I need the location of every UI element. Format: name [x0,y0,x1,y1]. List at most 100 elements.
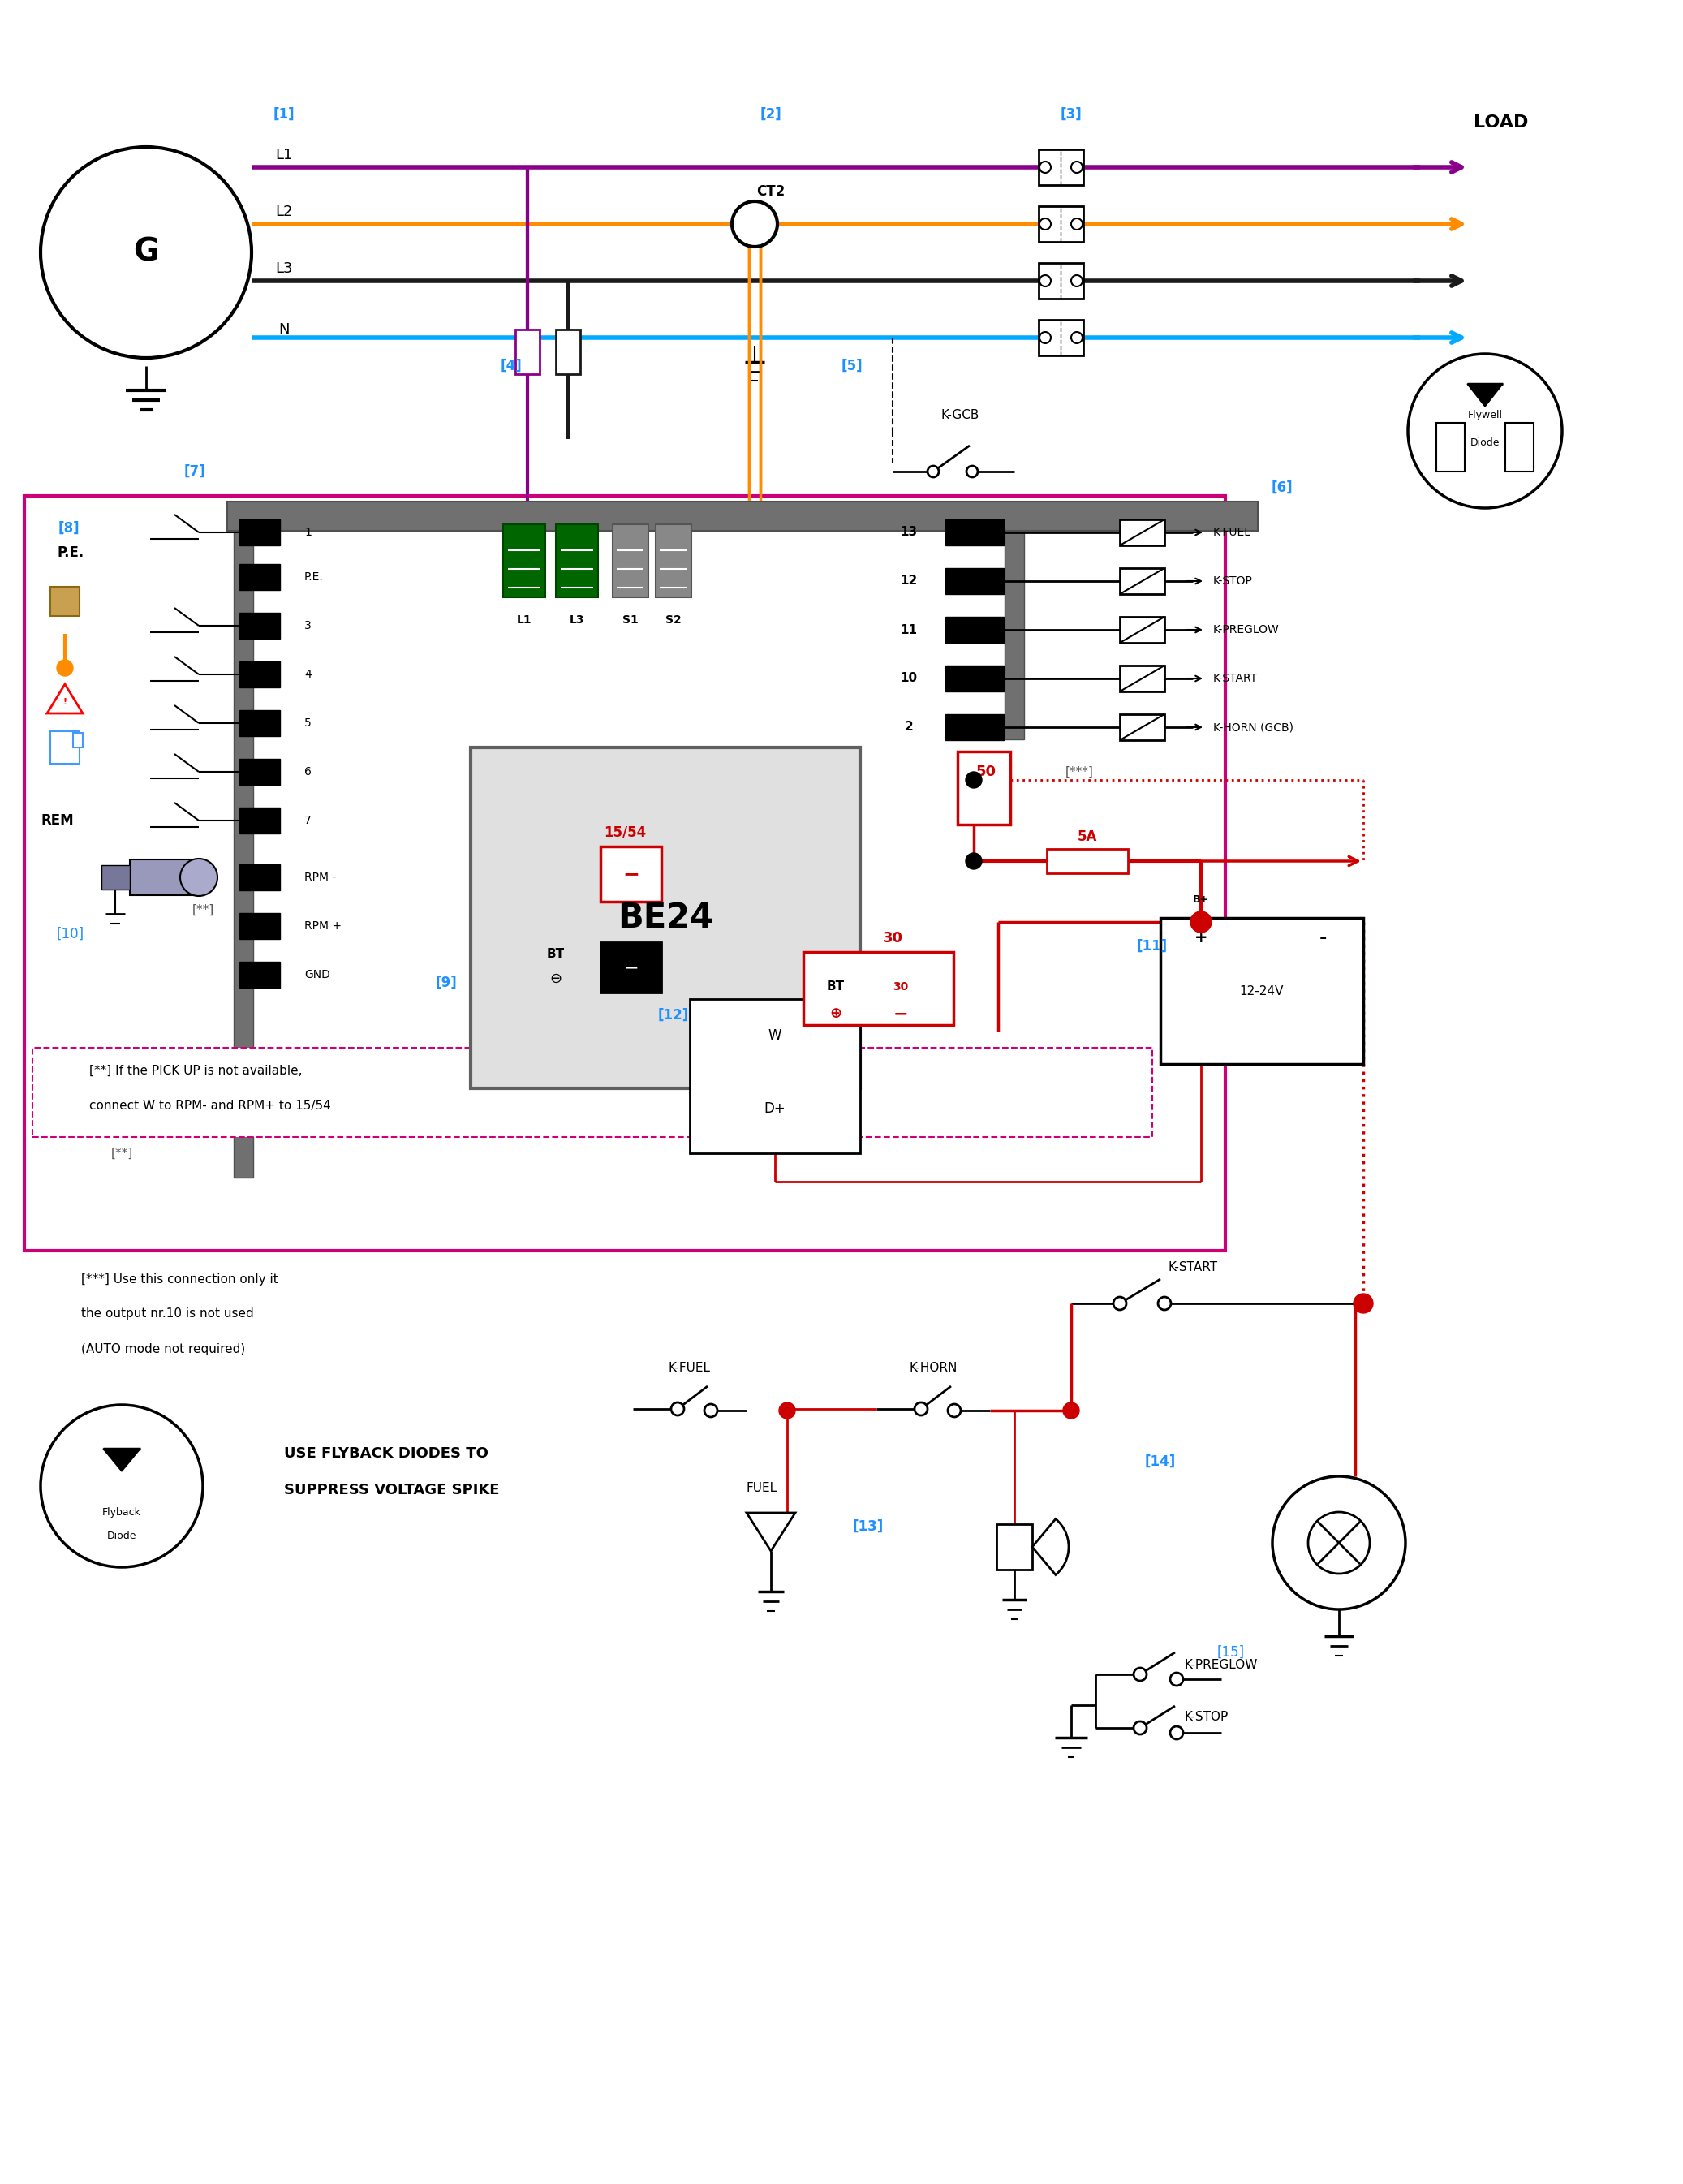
Text: -: - [1319,930,1326,946]
Circle shape [914,1402,927,1415]
Text: K-STOP: K-STOP [1185,1712,1229,1723]
Text: K-HORN: K-HORN [909,1363,958,1374]
Text: 30: 30 [894,981,909,992]
Text: BT: BT [547,948,565,961]
Circle shape [1040,275,1050,286]
Bar [239,710,279,736]
Text: K-GCB: K-GCB [941,408,980,422]
Text: [6]: [6] [1271,480,1293,496]
Text: [7]: [7] [183,465,205,478]
Circle shape [1070,332,1082,343]
Bar [946,520,1003,546]
Text: K-STOP: K-STOP [1213,574,1252,587]
Text: [***] Use this connection only it: [***] Use this connection only it [81,1273,278,1284]
Bar [946,616,1003,642]
Bar [130,860,199,895]
Bar [1047,850,1128,874]
Text: K-START: K-START [1168,1260,1218,1273]
Bar [239,913,279,939]
Text: BE24: BE24 [618,900,714,935]
Bar [555,330,581,373]
Text: L2: L2 [276,205,293,218]
Bar [946,666,1003,692]
Bar [1038,262,1084,299]
Circle shape [966,465,978,478]
Circle shape [1070,275,1082,286]
Text: +: + [1195,930,1208,946]
Circle shape [1170,1725,1183,1738]
Text: REM: REM [40,812,74,828]
Text: S1: S1 [623,614,638,627]
Bar [1038,205,1084,242]
Circle shape [1134,1721,1146,1734]
Circle shape [1158,1297,1171,1310]
Circle shape [1353,1293,1373,1313]
Text: 15/54: 15/54 [604,826,646,841]
Bar [234,505,252,1177]
Text: (AUTO mode not required): (AUTO mode not required) [81,1343,246,1356]
Circle shape [1272,1476,1405,1610]
Bar [227,502,1257,531]
Circle shape [732,201,778,247]
Text: −: − [624,959,640,976]
Bar [239,865,279,891]
Bar [515,330,540,373]
Circle shape [1040,162,1050,173]
Circle shape [1070,218,1082,229]
Text: [5]: [5] [842,358,863,373]
Bar [1119,666,1165,692]
Text: LOAD: LOAD [1474,114,1528,131]
Circle shape [966,771,981,788]
Text: [4]: [4] [500,358,522,373]
Bar [239,808,279,834]
Text: [10]: [10] [57,926,84,941]
Text: connect W to RPM- and RPM+ to 15/54: connect W to RPM- and RPM+ to 15/54 [89,1101,332,1112]
Circle shape [927,465,939,478]
Circle shape [1134,1669,1146,1682]
Bar [239,614,279,638]
Text: [15]: [15] [1217,1645,1245,1660]
Text: L3: L3 [569,614,584,627]
Text: 12-24V: 12-24V [1240,985,1284,998]
Polygon shape [47,684,82,714]
Text: Diode: Diode [108,1531,136,1542]
Text: ⊖: ⊖ [550,972,562,987]
Bar [239,758,279,784]
Text: [12]: [12] [658,1009,688,1022]
Text: ⊕: ⊕ [830,1007,842,1020]
Text: 5: 5 [305,719,311,729]
Bar [239,961,279,987]
Circle shape [57,660,72,677]
Text: −: − [623,865,640,885]
Text: [9]: [9] [436,976,458,989]
Bar [239,662,279,688]
Circle shape [966,854,981,869]
Polygon shape [1468,384,1503,406]
Text: [***]: [***] [1065,767,1094,778]
Circle shape [40,146,251,358]
Bar [601,847,661,902]
Text: L1: L1 [276,149,293,162]
Text: P.E.: P.E. [305,572,323,583]
Bar [601,941,661,992]
Text: [**] If the PICK UP is not available,: [**] If the PICK UP is not available, [89,1064,303,1077]
Bar [471,747,860,1088]
Bar [555,524,597,598]
Polygon shape [103,1448,140,1472]
Circle shape [40,1404,204,1568]
Text: 4: 4 [305,668,311,679]
Bar [503,524,545,598]
Text: !: ! [62,699,67,705]
Bar [1160,917,1363,1064]
Text: K-FUEL: K-FUEL [668,1363,710,1374]
Text: G: G [133,238,158,269]
Text: 1: 1 [305,526,311,537]
Text: 11: 11 [900,625,917,636]
Text: USE FLYBACK DIODES TO: USE FLYBACK DIODES TO [284,1446,488,1461]
Text: Diode: Diode [1471,437,1500,448]
Bar [50,732,79,764]
Circle shape [180,858,217,895]
Text: K-PREGLOW: K-PREGLOW [1185,1658,1259,1671]
Polygon shape [747,1514,796,1551]
Text: RPM +: RPM + [305,919,342,933]
